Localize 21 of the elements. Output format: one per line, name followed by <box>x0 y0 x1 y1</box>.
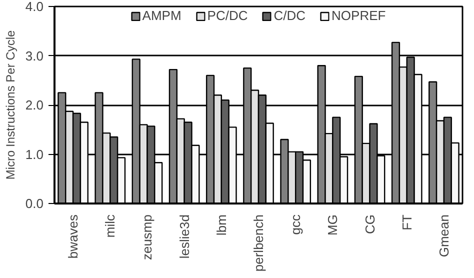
x-tick-label: CG <box>362 214 378 234</box>
x-tick-label: perlbench <box>251 214 266 272</box>
y-tick-label: 0.0 <box>25 196 44 211</box>
x-tick-label: zeusmp <box>140 214 155 260</box>
y-axis-title: Micro Instructions Per Cycle <box>3 30 18 180</box>
y-tick-label: 1.0 <box>25 146 44 162</box>
x-tick-label: gcc <box>288 214 304 235</box>
x-tick-label: milc <box>102 214 118 238</box>
legend-label: C/DC <box>274 8 306 23</box>
x-tick-label: MG <box>325 214 340 236</box>
legend-label: PC/DC <box>207 8 248 23</box>
y-tick-label: 3.0 <box>25 48 44 64</box>
x-tick-label: FT <box>399 214 414 230</box>
y-tick-label: 2.0 <box>25 98 44 112</box>
x-tick-label: bwaves <box>66 214 81 259</box>
x-tick-label: leslie3d <box>176 214 192 259</box>
x-tick-label: Gmean <box>436 214 452 258</box>
x-tick-label: lbm <box>214 214 229 236</box>
legend-label: NOPREF <box>332 8 386 23</box>
y-tick-label: 4.0 <box>25 0 44 14</box>
legend-label: AMPM <box>142 8 182 23</box>
